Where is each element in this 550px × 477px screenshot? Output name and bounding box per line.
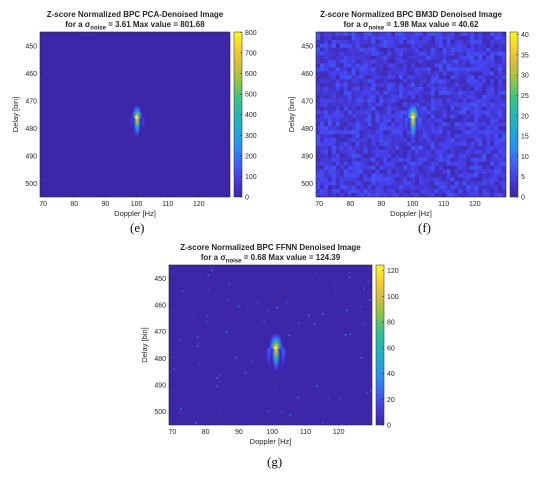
chart-subtitle: for a σnoise = 0.68 Max value = 124.39 xyxy=(201,253,341,265)
y-tick-label: 460 xyxy=(25,71,37,78)
x-tick-label: 70 xyxy=(315,201,323,208)
axes-frame xyxy=(315,31,507,198)
colorbar-tick-label: 0 xyxy=(245,195,249,202)
x-tick-label: 100 xyxy=(131,201,143,208)
heatmap-chart-e: Z-score Normalized BPC PCA-Denoised Imag… xyxy=(11,10,257,218)
colorbar-tick-label: 500 xyxy=(245,92,257,99)
x-tick-label: 70 xyxy=(168,429,176,436)
chart-subtitle: for a σnoise = 1.98 Max value = 40.62 xyxy=(344,20,480,32)
y-tick-label: 490 xyxy=(301,153,313,160)
y-axis-label: Delay [bin] xyxy=(287,97,296,132)
colorbar-tick-label: 0 xyxy=(521,195,525,202)
caption-g: (g) xyxy=(267,454,283,469)
y-tick-label: 500 xyxy=(301,181,313,188)
colorbar xyxy=(509,31,519,198)
x-tick-label: 80 xyxy=(70,201,78,208)
colorbar xyxy=(375,264,385,426)
x-tick-label: 120 xyxy=(469,201,481,208)
x-tick-label: 80 xyxy=(202,429,210,436)
y-tick-label: 480 xyxy=(301,126,313,133)
x-tick-label: 110 xyxy=(300,429,311,436)
x-tick-label: 90 xyxy=(235,429,243,436)
colorbar-tick-label: 10 xyxy=(521,154,529,161)
y-tick-label: 500 xyxy=(25,181,37,188)
heatmap-chart-g: Z-score Normalized BPC FFNN Denoised Ima… xyxy=(140,243,399,446)
x-axis-label: Doppler [Hz] xyxy=(114,209,156,218)
y-tick-label: 500 xyxy=(154,409,166,416)
panel-f: Z-score Normalized BPC BM3D Denoised Ima… xyxy=(276,0,550,220)
x-tick-label: 90 xyxy=(102,201,110,208)
colorbar-tick-label: 100 xyxy=(387,294,399,301)
colorbar-tick-label: 30 xyxy=(521,73,529,80)
colorbar-tick-label: 20 xyxy=(387,397,395,404)
colorbar-tick-label: 5 xyxy=(521,174,525,181)
y-tick-label: 480 xyxy=(154,356,166,363)
peak-point xyxy=(273,346,277,349)
y-tick-label: 450 xyxy=(301,43,313,50)
peak-point xyxy=(411,116,415,119)
colorbar-tick-label: 400 xyxy=(245,112,257,119)
chart-title: Z-score Normalized BPC FFNN Denoised Ima… xyxy=(180,243,361,252)
colorbar-tick-label: 80 xyxy=(387,320,395,327)
colorbar-tick-label: 25 xyxy=(521,93,529,100)
y-tick-label: 480 xyxy=(25,126,37,133)
panel-g: Z-score Normalized BPC FFNN Denoised Ima… xyxy=(136,238,412,456)
colorbar-tick-label: 0 xyxy=(387,423,391,430)
x-tick-label: 100 xyxy=(407,201,419,208)
chart-title: Z-score Normalized BPC BM3D Denoised Ima… xyxy=(320,10,502,19)
colorbar-tick-label: 15 xyxy=(521,134,529,141)
x-axis-label: Doppler [Hz] xyxy=(390,209,432,218)
y-axis-label: Delay [bin] xyxy=(11,97,20,132)
x-tick-label: 120 xyxy=(333,429,345,436)
colorbar-tick-label: 60 xyxy=(387,345,395,352)
x-tick-label: 80 xyxy=(346,201,354,208)
y-tick-label: 460 xyxy=(154,303,166,310)
x-tick-label: 100 xyxy=(266,429,278,436)
colorbar-tick-label: 800 xyxy=(245,30,257,37)
y-axis-label: Delay [bin] xyxy=(140,327,149,362)
axes-frame xyxy=(39,31,231,198)
x-tick-label: 110 xyxy=(438,201,449,208)
y-tick-label: 470 xyxy=(301,98,313,105)
x-axis-label: Doppler [Hz] xyxy=(250,437,292,446)
x-tick-label: 70 xyxy=(39,201,47,208)
y-tick-label: 490 xyxy=(154,383,166,390)
y-tick-label: 470 xyxy=(154,329,166,336)
colorbar-tick-label: 700 xyxy=(245,50,257,57)
y-tick-label: 450 xyxy=(25,43,37,50)
x-tick-label: 110 xyxy=(162,201,173,208)
heatmap-chart-f: Z-score Normalized BPC BM3D Denoised Ima… xyxy=(287,10,529,218)
x-tick-label: 120 xyxy=(193,201,205,208)
caption-e: (e) xyxy=(130,220,145,235)
colorbar-tick-label: 600 xyxy=(245,71,257,78)
colorbar-tick-label: 40 xyxy=(387,371,395,378)
axes-frame xyxy=(168,264,373,426)
chart-subtitle: for a σnoise = 3.61 Max value = 801.68 xyxy=(65,20,205,32)
x-tick-label: 90 xyxy=(378,201,386,208)
caption-f: (f) xyxy=(418,220,431,235)
colorbar-tick-label: 20 xyxy=(521,113,529,120)
y-tick-label: 470 xyxy=(25,98,37,105)
colorbar-tick-label: 35 xyxy=(521,52,529,59)
colorbar-tick-label: 40 xyxy=(521,32,529,39)
colorbar-tick-label: 120 xyxy=(387,268,399,275)
y-tick-label: 460 xyxy=(301,71,313,78)
colorbar-tick-label: 300 xyxy=(245,133,257,140)
peak-point xyxy=(135,116,139,119)
y-tick-label: 450 xyxy=(154,276,166,283)
colorbar-tick-label: 100 xyxy=(245,174,257,181)
colorbar-tick-label: 200 xyxy=(245,153,257,160)
chart-title: Z-score Normalized BPC PCA-Denoised Imag… xyxy=(47,10,224,19)
panel-e: Z-score Normalized BPC PCA-Denoised Imag… xyxy=(0,0,276,220)
y-tick-label: 490 xyxy=(25,153,37,160)
